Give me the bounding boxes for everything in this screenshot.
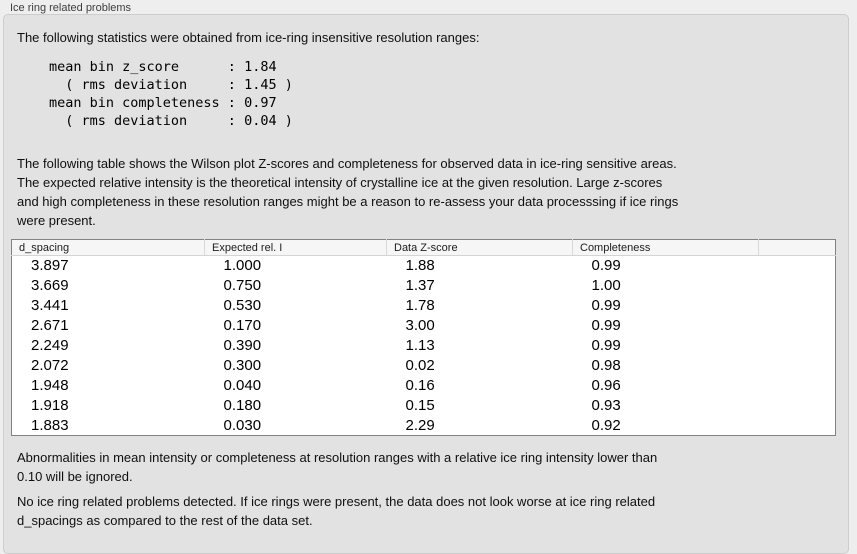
column-header-completeness[interactable]: Completeness (572, 239, 759, 256)
stats-intro-text: The following statistics were obtained f… (17, 30, 480, 45)
table-row[interactable]: 3.897 1.000 1.88 0.99 (12, 256, 836, 276)
table-cell: 0.390 (223, 337, 262, 354)
table-row[interactable]: 2.249 0.390 1.13 0.99 (12, 336, 836, 356)
table-cell: 0.99 (591, 337, 621, 354)
table-cell: 0.92 (591, 416, 621, 434)
table-cell: 2.671 (31, 317, 69, 334)
stats-values-block: mean bin z_score : 1.84 ( rms deviation … (49, 59, 293, 129)
table-row[interactable]: 3.669 0.750 1.37 1.00 (12, 276, 836, 296)
table-cell: 1.948 (31, 377, 69, 394)
table-cell: 1.78 (405, 297, 435, 314)
table-cell: 0.040 (223, 377, 262, 394)
table-cell: 3.441 (31, 297, 69, 314)
column-header-data-z-score[interactable]: Data Z-score (386, 239, 573, 256)
table-row[interactable]: 2.072 0.300 0.02 0.98 (12, 356, 836, 376)
table-cell: 0.180 (223, 397, 262, 414)
table-cell: 0.99 (591, 297, 621, 314)
table-row[interactable]: 3.441 0.530 1.78 0.99 (12, 296, 836, 316)
table-cell: 0.300 (223, 357, 262, 374)
column-header-d-spacing[interactable]: d_spacing (11, 239, 205, 256)
table-cell: 1.918 (31, 397, 69, 414)
table-cell: 2.29 (405, 416, 435, 434)
table-row[interactable]: 1.918 0.180 0.15 0.93 (12, 396, 836, 416)
table-row[interactable]: 1.948 0.040 0.16 0.96 (12, 376, 836, 396)
table-cell: 0.99 (591, 317, 621, 334)
ice-ring-panel: The following statistics were obtained f… (3, 14, 849, 554)
table-cell (759, 376, 836, 396)
table-cell (759, 416, 836, 436)
table-cell: 2.249 (31, 337, 69, 354)
table-cell: 0.170 (223, 317, 262, 334)
table-cell: 0.030 (223, 416, 262, 434)
table-body: 3.897 1.000 1.88 0.99 3.669 0.750 1.37 1.00 3.44… (12, 256, 836, 436)
ice-ring-table: d_spacing Expected rel. I Data Z-score Comp… (11, 239, 836, 436)
table-cell: 2.072 (31, 357, 69, 374)
table-cell: 0.98 (591, 357, 621, 374)
table-row[interactable]: 2.671 0.170 3.00 0.99 (12, 316, 836, 336)
table-cell (759, 276, 836, 296)
table-cell: 1.883 (31, 416, 69, 434)
table-cell: 3.00 (405, 317, 435, 334)
table-cell (759, 336, 836, 356)
table-cell: 3.897 (31, 257, 69, 275)
table-cell: 0.96 (591, 377, 621, 394)
table-cell: 0.02 (405, 357, 435, 374)
table-cell: 0.530 (223, 297, 262, 314)
conclusion-note: No ice ring related problems detected. I… (17, 494, 656, 528)
table-cell (759, 316, 836, 336)
table-cell: 0.99 (591, 257, 621, 275)
table-description-text: The following table shows the Wilson plo… (17, 156, 679, 228)
table-row[interactable]: 1.883 0.030 2.29 0.92 (12, 416, 836, 436)
table-cell: 3.669 (31, 277, 69, 294)
table-cell: 1.37 (405, 277, 435, 294)
column-header-filler (758, 239, 836, 256)
table-cell: 1.00 (591, 277, 621, 294)
column-header-expected-rel-i[interactable]: Expected rel. I (204, 239, 387, 256)
table-cell (759, 396, 836, 416)
table-cell: 1.88 (405, 257, 435, 275)
table-cell (759, 256, 836, 276)
table-header-row: d_spacing Expected rel. I Data Z-score Comp… (11, 239, 836, 256)
ignore-threshold-note: Abnormalities in mean intensity or compl… (17, 450, 658, 484)
table-cell (759, 356, 836, 376)
group-box-title: Ice ring related problems (10, 2, 132, 14)
table-cell: 0.93 (591, 397, 621, 414)
table-cell: 1.13 (405, 337, 435, 354)
table-cell: 0.15 (405, 397, 435, 414)
table-cell: 1.000 (223, 257, 262, 275)
table-cell: 0.16 (405, 377, 435, 394)
table-cell: 0.750 (223, 277, 262, 294)
table-cell (759, 296, 836, 316)
